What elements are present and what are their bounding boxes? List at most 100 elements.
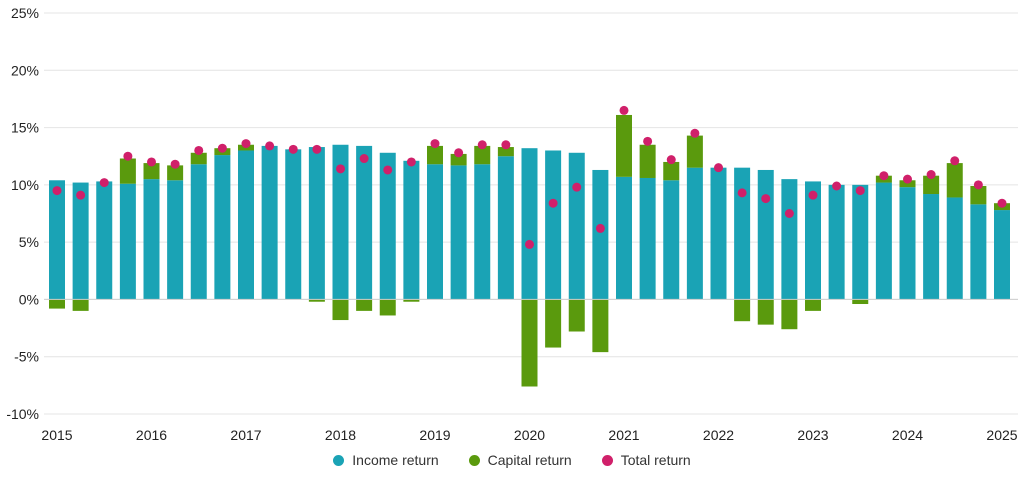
x-tick-label: 2015 bbox=[41, 427, 72, 443]
income-bar bbox=[545, 150, 562, 300]
income-bar bbox=[734, 167, 751, 300]
income-bar bbox=[899, 187, 916, 300]
capital-bar bbox=[663, 161, 680, 181]
total-return-dots bbox=[52, 105, 1007, 249]
capital-bar bbox=[497, 147, 514, 157]
income-bar bbox=[923, 194, 940, 300]
legend-item-income: Income return bbox=[333, 452, 439, 468]
legend: Income return Capital return Total retur… bbox=[0, 452, 1024, 468]
bars bbox=[49, 114, 1010, 387]
total-return-dot bbox=[52, 186, 62, 196]
total-return-dot bbox=[123, 151, 133, 161]
income-bar bbox=[663, 180, 680, 300]
legend-swatch-capital bbox=[468, 454, 480, 466]
capital-bar bbox=[899, 180, 916, 188]
x-tick-label: 2018 bbox=[325, 427, 356, 443]
legend-swatch-total bbox=[601, 454, 613, 466]
y-tick-label: 10% bbox=[11, 177, 39, 193]
capital-bar bbox=[568, 299, 585, 332]
total-return-dot bbox=[714, 163, 723, 173]
total-return-dot bbox=[572, 182, 582, 192]
x-tick-label: 2025 bbox=[986, 427, 1017, 443]
y-tick-label: 0% bbox=[19, 291, 39, 307]
y-tick-label: -5% bbox=[14, 349, 39, 365]
total-return-dot bbox=[430, 139, 440, 149]
income-bar bbox=[686, 167, 703, 300]
capital-bar bbox=[923, 175, 940, 195]
total-return-dot bbox=[737, 188, 747, 198]
x-tick-label: 2023 bbox=[797, 427, 828, 443]
total-return-dot bbox=[973, 180, 983, 190]
total-return-dot bbox=[454, 148, 464, 158]
x-tick-label: 2017 bbox=[230, 427, 261, 443]
capital-bar bbox=[592, 299, 609, 353]
total-return-dot bbox=[76, 190, 86, 200]
income-bar bbox=[143, 179, 160, 300]
stacked-bar-chart: 25% 20% 15% 10% 5% 0% -5% -10% 2015 2016 2017 2018… bbox=[6, 5, 1018, 443]
income-bar bbox=[332, 144, 349, 300]
income-bar bbox=[96, 181, 113, 300]
y-tick-label: 20% bbox=[11, 62, 39, 78]
total-return-dot bbox=[359, 154, 369, 164]
income-bar bbox=[568, 152, 585, 300]
total-return-dot bbox=[99, 178, 109, 188]
total-return-dot bbox=[477, 140, 487, 150]
income-bar bbox=[308, 147, 325, 300]
total-return-dot bbox=[879, 171, 889, 181]
total-return-dot bbox=[619, 105, 629, 115]
income-bar bbox=[167, 180, 184, 300]
total-return-dot bbox=[312, 144, 322, 154]
total-return-dot bbox=[926, 170, 936, 180]
capital-bar bbox=[734, 299, 751, 322]
total-return-dot bbox=[217, 143, 227, 153]
x-tick-label: 2024 bbox=[892, 427, 923, 443]
capital-bar bbox=[190, 152, 207, 165]
income-bar bbox=[710, 167, 727, 300]
income-bar bbox=[356, 145, 373, 300]
income-bar bbox=[119, 183, 136, 300]
total-return-dot bbox=[241, 139, 251, 149]
capital-bar bbox=[474, 145, 491, 165]
income-bar bbox=[616, 176, 632, 300]
total-return-dot bbox=[855, 186, 865, 196]
total-return-dot bbox=[784, 209, 794, 218]
y-axis-tick-labels: 25% 20% 15% 10% 5% 0% -5% -10% bbox=[6, 5, 39, 422]
capital-bar bbox=[332, 299, 349, 321]
capital-bar bbox=[946, 163, 963, 198]
income-bar bbox=[427, 164, 443, 300]
y-tick-label: -10% bbox=[6, 406, 39, 422]
total-return-dot bbox=[950, 156, 960, 166]
x-tick-label: 2019 bbox=[419, 427, 450, 443]
legend-label-income: Income return bbox=[352, 452, 439, 468]
income-bar bbox=[852, 184, 869, 300]
y-tick-label: 5% bbox=[19, 234, 39, 250]
x-tick-label: 2016 bbox=[136, 427, 167, 443]
capital-bar bbox=[379, 299, 396, 316]
total-return-dot bbox=[666, 155, 676, 165]
legend-label-capital: Capital return bbox=[487, 452, 572, 468]
income-bar bbox=[757, 169, 774, 300]
income-bar bbox=[781, 179, 798, 300]
income-bar bbox=[521, 148, 538, 300]
income-bar bbox=[875, 182, 892, 300]
income-bar bbox=[403, 160, 420, 300]
total-return-dot bbox=[288, 144, 298, 154]
legend-label-total: Total return bbox=[620, 452, 691, 468]
income-bar bbox=[72, 182, 89, 300]
capital-bar bbox=[427, 145, 443, 165]
income-bar bbox=[994, 210, 1010, 300]
income-bar bbox=[238, 150, 254, 300]
capital-bar bbox=[450, 153, 467, 166]
total-return-dot bbox=[525, 239, 534, 249]
legend-item-total: Total return bbox=[601, 452, 691, 468]
total-return-dot bbox=[595, 223, 605, 233]
capital-bar bbox=[308, 299, 325, 302]
capital-bar bbox=[616, 114, 632, 177]
total-return-dot bbox=[406, 157, 416, 167]
capital-bar bbox=[49, 299, 65, 309]
capital-bar bbox=[639, 144, 656, 178]
capital-bar bbox=[781, 299, 798, 330]
capital-bar bbox=[970, 186, 987, 205]
income-bar bbox=[261, 145, 278, 300]
